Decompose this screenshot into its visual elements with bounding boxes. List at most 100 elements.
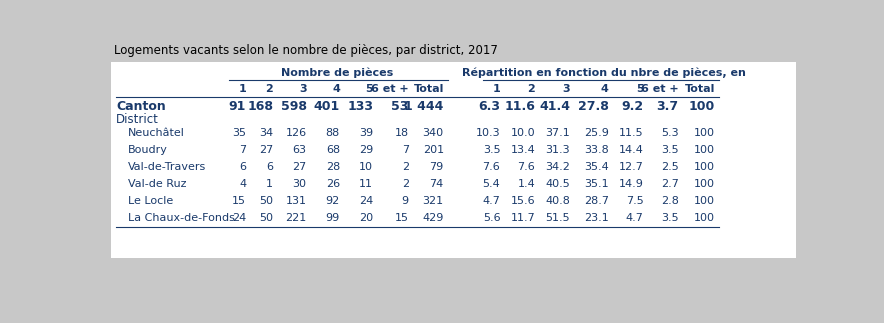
Text: 13.4: 13.4 <box>510 145 535 155</box>
Text: 4.7: 4.7 <box>626 213 644 223</box>
Text: 133: 133 <box>347 100 373 113</box>
Text: 30: 30 <box>293 179 307 189</box>
FancyBboxPatch shape <box>110 39 796 62</box>
Text: 7: 7 <box>239 145 246 155</box>
Text: 1 444: 1 444 <box>404 100 444 113</box>
Text: 9: 9 <box>401 196 409 206</box>
Text: 53: 53 <box>392 100 409 113</box>
Text: 39: 39 <box>359 129 373 139</box>
Text: District: District <box>116 113 159 126</box>
Text: 3.5: 3.5 <box>661 213 679 223</box>
Text: Canton: Canton <box>116 100 165 113</box>
Text: 88: 88 <box>325 129 340 139</box>
Text: 2: 2 <box>528 84 535 94</box>
Text: Total: Total <box>684 84 715 94</box>
Text: 5.4: 5.4 <box>483 179 500 189</box>
Text: 25.9: 25.9 <box>584 129 609 139</box>
Text: 91: 91 <box>229 100 246 113</box>
Text: 321: 321 <box>423 196 444 206</box>
Text: 40.8: 40.8 <box>545 196 570 206</box>
Text: 5.6: 5.6 <box>483 213 500 223</box>
Text: 35.4: 35.4 <box>584 162 609 172</box>
Text: 50: 50 <box>259 196 273 206</box>
Text: 201: 201 <box>423 145 444 155</box>
Text: 3.5: 3.5 <box>483 145 500 155</box>
Text: 6 et +: 6 et + <box>641 84 679 94</box>
Text: 92: 92 <box>325 196 340 206</box>
Text: 34.2: 34.2 <box>545 162 570 172</box>
Text: 14.4: 14.4 <box>619 145 644 155</box>
Text: 11: 11 <box>359 179 373 189</box>
Text: 15.6: 15.6 <box>511 196 535 206</box>
Text: 3.7: 3.7 <box>657 100 679 113</box>
Text: 12.7: 12.7 <box>619 162 644 172</box>
Text: 6: 6 <box>240 162 246 172</box>
Text: 23.1: 23.1 <box>584 213 609 223</box>
Text: 4: 4 <box>601 84 609 94</box>
Text: Logements vacants selon le nombre de pièces, par district, 2017: Logements vacants selon le nombre de piè… <box>114 44 499 57</box>
Text: 24: 24 <box>359 196 373 206</box>
Text: 4.7: 4.7 <box>483 196 500 206</box>
Text: 340: 340 <box>423 129 444 139</box>
FancyBboxPatch shape <box>110 62 796 258</box>
Text: La Chaux-de-Fonds: La Chaux-de-Fonds <box>127 213 234 223</box>
Text: 15: 15 <box>232 196 246 206</box>
Text: 35: 35 <box>232 129 246 139</box>
Text: 34: 34 <box>259 129 273 139</box>
Text: 11.5: 11.5 <box>619 129 644 139</box>
Text: 131: 131 <box>286 196 307 206</box>
Text: 5.3: 5.3 <box>661 129 679 139</box>
Text: 6 et +: 6 et + <box>371 84 409 94</box>
Text: 401: 401 <box>314 100 340 113</box>
Text: 7.6: 7.6 <box>517 162 535 172</box>
Text: 7.6: 7.6 <box>483 162 500 172</box>
Text: 11.7: 11.7 <box>510 213 535 223</box>
Text: 2.8: 2.8 <box>660 196 679 206</box>
Text: 1: 1 <box>239 84 246 94</box>
Text: 18: 18 <box>395 129 409 139</box>
Text: 40.5: 40.5 <box>545 179 570 189</box>
Text: 20: 20 <box>359 213 373 223</box>
Text: 15: 15 <box>395 213 409 223</box>
Text: 10.0: 10.0 <box>511 129 535 139</box>
Text: 99: 99 <box>325 213 340 223</box>
Text: 37.1: 37.1 <box>545 129 570 139</box>
Text: 7.5: 7.5 <box>626 196 644 206</box>
Text: 4: 4 <box>332 84 340 94</box>
Text: Val-de-Travers: Val-de-Travers <box>127 162 206 172</box>
Text: Total: Total <box>414 84 444 94</box>
Text: Nombre de pièces: Nombre de pièces <box>281 68 393 78</box>
Text: 5: 5 <box>636 84 644 94</box>
Text: 1.4: 1.4 <box>517 179 535 189</box>
Text: 26: 26 <box>326 179 340 189</box>
Text: 100: 100 <box>694 213 715 223</box>
Text: 7: 7 <box>401 145 409 155</box>
Text: 6: 6 <box>266 162 273 172</box>
Text: Boudry: Boudry <box>127 145 167 155</box>
Text: 2: 2 <box>401 162 409 172</box>
Text: 100: 100 <box>694 129 715 139</box>
Text: Val-de Ruz: Val-de Ruz <box>127 179 186 189</box>
Text: 2.7: 2.7 <box>660 179 679 189</box>
Text: 2.5: 2.5 <box>661 162 679 172</box>
Text: 9.2: 9.2 <box>621 100 644 113</box>
Text: 50: 50 <box>259 213 273 223</box>
Text: 51.5: 51.5 <box>545 213 570 223</box>
Text: 4: 4 <box>239 179 246 189</box>
Text: 168: 168 <box>248 100 273 113</box>
Text: 27.8: 27.8 <box>578 100 609 113</box>
Text: 10.3: 10.3 <box>476 129 500 139</box>
Text: 100: 100 <box>694 145 715 155</box>
Text: Le Locle: Le Locle <box>127 196 172 206</box>
Text: 100: 100 <box>694 179 715 189</box>
Text: 100: 100 <box>694 162 715 172</box>
Text: 1: 1 <box>492 84 500 94</box>
Text: 29: 29 <box>359 145 373 155</box>
Text: 41.4: 41.4 <box>539 100 570 113</box>
Text: 100: 100 <box>694 196 715 206</box>
Text: Neuchâtel: Neuchâtel <box>127 129 185 139</box>
Text: 1: 1 <box>266 179 273 189</box>
Text: Répartition en fonction du nbre de pièces, en: Répartition en fonction du nbre de pièce… <box>461 68 746 78</box>
Text: 11.6: 11.6 <box>505 100 535 113</box>
Text: 74: 74 <box>430 179 444 189</box>
